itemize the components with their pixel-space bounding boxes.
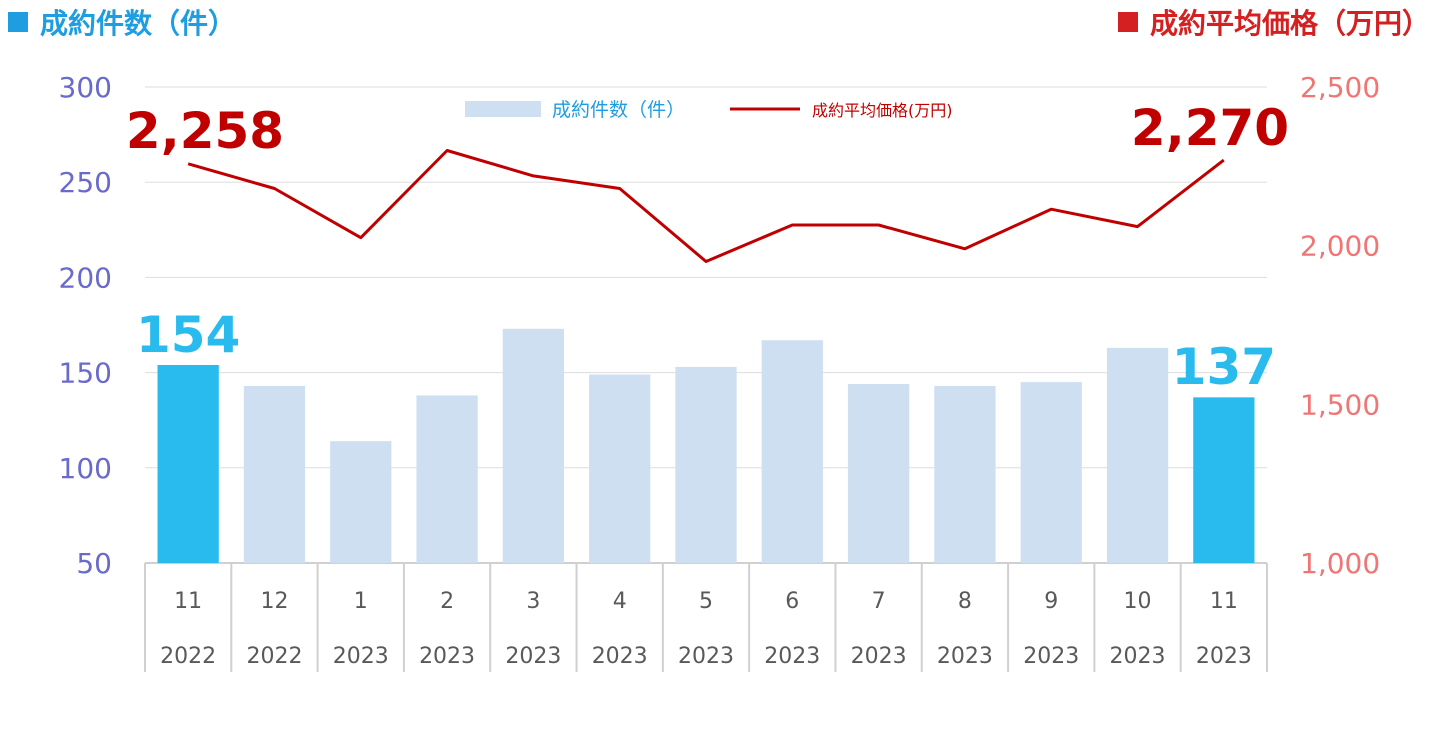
category-month-label: 7 xyxy=(872,589,886,614)
category-month-label: 6 xyxy=(785,589,799,614)
category-month-label: 11 xyxy=(174,589,202,614)
category-year-label: 2023 xyxy=(937,644,993,669)
category-year-label: 2023 xyxy=(678,644,734,669)
category-year-label: 2023 xyxy=(419,644,475,669)
bar xyxy=(589,374,651,563)
bar xyxy=(1193,397,1255,563)
category-month-label: 9 xyxy=(1044,589,1058,614)
category-month-label: 10 xyxy=(1124,589,1152,614)
category-year-label: 2023 xyxy=(1196,644,1252,669)
category-year-label: 2023 xyxy=(764,644,820,669)
category-year-label: 2022 xyxy=(246,644,302,669)
callout-first-price: 2,258 xyxy=(126,102,284,160)
category-year-label: 2023 xyxy=(1110,644,1166,669)
price-line xyxy=(187,149,1225,263)
left-axis-title: 成約件数（件） xyxy=(8,2,236,42)
category-year-label: 2023 xyxy=(333,644,389,669)
callout-first-count: 154 xyxy=(136,306,240,364)
bar xyxy=(1106,347,1169,563)
bar xyxy=(330,441,392,563)
category-year-label: 2023 xyxy=(505,644,561,669)
legend-bar-swatch xyxy=(465,101,541,117)
category-month-label: 1 xyxy=(354,589,368,614)
bar xyxy=(1020,382,1082,563)
category-year-label: 2023 xyxy=(592,644,648,669)
left-axis-tick: 100 xyxy=(59,452,112,485)
right-axis-tick: 2,500 xyxy=(1300,71,1380,104)
left-title-text: 成約件数（件） xyxy=(40,7,237,40)
left-axis-tick: 300 xyxy=(59,71,112,104)
bar xyxy=(243,385,306,563)
left-axis-tick: 150 xyxy=(59,357,112,390)
bar xyxy=(675,366,737,563)
legend-bar-label: 成約件数（件） xyxy=(552,99,685,121)
legend-line-label: 成約平均価格(万円) xyxy=(812,101,953,120)
bar xyxy=(416,395,478,563)
left-axis-tick: 250 xyxy=(59,166,112,199)
right-title-text: 成約平均価格（万円） xyxy=(1149,7,1430,40)
category-month-label: 12 xyxy=(260,589,288,614)
category-month-label: 5 xyxy=(699,589,713,614)
category-year-label: 2023 xyxy=(1023,644,1079,669)
left-title-marker xyxy=(8,12,28,32)
right-title-marker xyxy=(1117,12,1138,32)
callout-last-count: 137 xyxy=(1172,338,1276,396)
category-month-label: 8 xyxy=(958,589,972,614)
bar xyxy=(934,385,996,563)
right-axis-tick: 1,000 xyxy=(1300,547,1380,580)
left-axis-tick: 200 xyxy=(59,261,112,294)
category-month-label: 11 xyxy=(1210,589,1238,614)
bar xyxy=(157,364,219,563)
bar xyxy=(502,328,565,563)
left-axis-tick: 50 xyxy=(76,547,112,580)
right-axis-title: 成約平均価格（万円） xyxy=(1117,2,1430,42)
right-axis-tick: 2,000 xyxy=(1300,230,1380,263)
category-month-label: 2 xyxy=(440,589,454,614)
callout-last-price: 2,270 xyxy=(1131,99,1289,157)
bar xyxy=(761,340,823,563)
category-month-label: 3 xyxy=(526,589,540,614)
category-month-label: 4 xyxy=(613,589,627,614)
right-axis-tick: 1,500 xyxy=(1300,388,1380,421)
category-year-label: 2022 xyxy=(160,644,216,669)
category-year-label: 2023 xyxy=(851,644,907,669)
bar xyxy=(847,384,910,563)
